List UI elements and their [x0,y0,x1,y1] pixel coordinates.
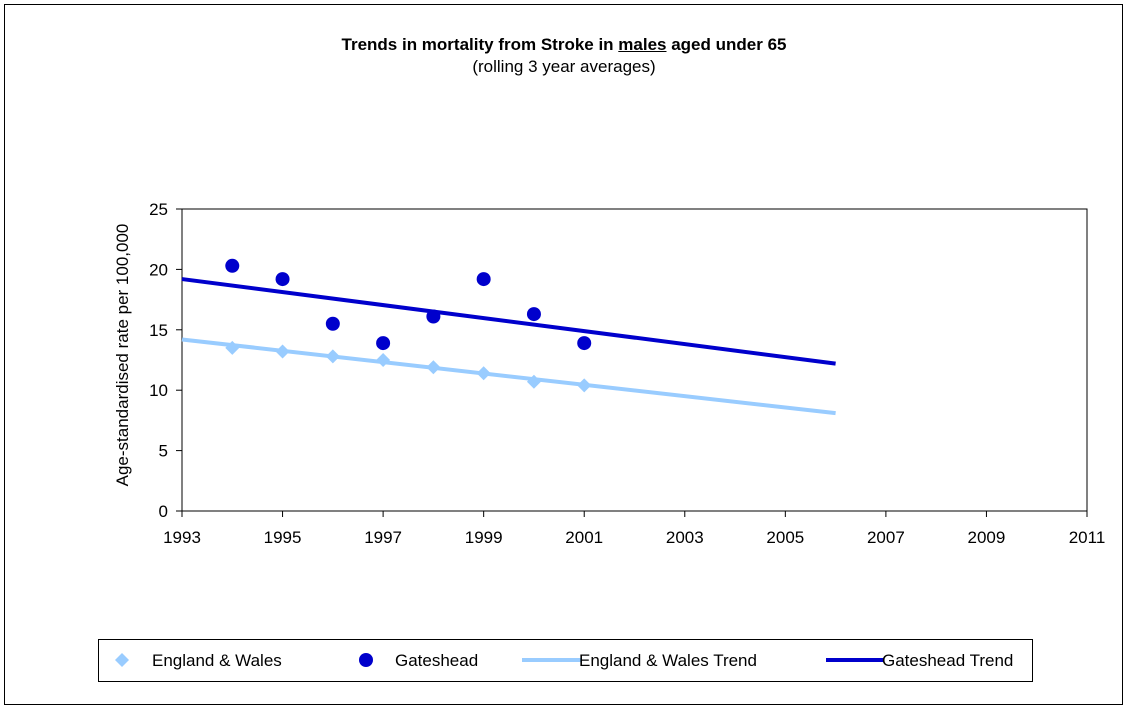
chart-title-part-2: males [618,35,667,54]
y-tick-label: 5 [159,442,168,461]
data-point-england-wales [275,344,290,359]
y-tick-label: 0 [159,502,168,521]
legend-item-gateshead-marker [359,653,373,667]
x-tick-label: 2001 [565,528,603,547]
legend-item-gateshead-label: Gateshead [395,651,478,670]
x-tick-label: 1995 [264,528,302,547]
data-point-england-wales [426,360,441,375]
data-point-gateshead [225,258,240,273]
data-point-gateshead [526,307,541,322]
data-point-gateshead [577,336,592,351]
data-point-gateshead [476,272,491,287]
y-axis-label: Age-standardised rate per 100,000 [113,224,132,487]
x-tick-label: 1993 [163,528,201,547]
x-tick-label: 2005 [766,528,804,547]
y-tick-label: 10 [149,381,168,400]
x-tick-label: 1999 [465,528,503,547]
data-point-england-wales [476,366,491,381]
data-point-england-wales [577,378,592,393]
trend-line-england-wales [181,337,836,416]
data-point-england-wales [376,353,391,367]
data-point-england-wales [325,349,340,364]
chart-title-part-1: Trends in mortality from Stroke in [341,35,619,54]
x-tick-label: 2009 [968,528,1006,547]
chart-subtitle: (rolling 3 year averages) [472,57,656,76]
data-point-gateshead [376,336,391,351]
legend-item-england-wales-marker [115,653,129,667]
x-tick-label: 2007 [867,528,905,547]
data-point-england-wales [225,340,240,355]
legend-item-england-wales-label: England & Wales [152,651,282,670]
chart-title-block: Trends in mortality from Stroke in males… [0,35,1128,77]
data-point-gateshead [426,309,441,324]
plot-area [181,208,1088,512]
x-tick-label: 2011 [1069,528,1106,547]
chart-title-part-3: aged under 65 [666,35,787,54]
legend-item-england-wales-trend-label: England & Wales Trend [579,651,757,670]
y-tick-label: 20 [149,260,168,279]
data-point-gateshead [275,272,290,287]
y-tick-label: 25 [149,200,168,219]
x-tick-label: 2003 [666,528,704,547]
x-tick-label: 1997 [364,528,402,547]
data-point-england-wales [526,374,541,389]
trend-line-gateshead [181,277,836,366]
legend [98,639,1033,682]
chart-title: Trends in mortality from Stroke in males… [0,35,1128,55]
data-point-gateshead [325,316,340,331]
y-tick-label: 15 [149,321,168,340]
legend-item-gateshead-trend-label: Gateshead Trend [882,651,1013,670]
